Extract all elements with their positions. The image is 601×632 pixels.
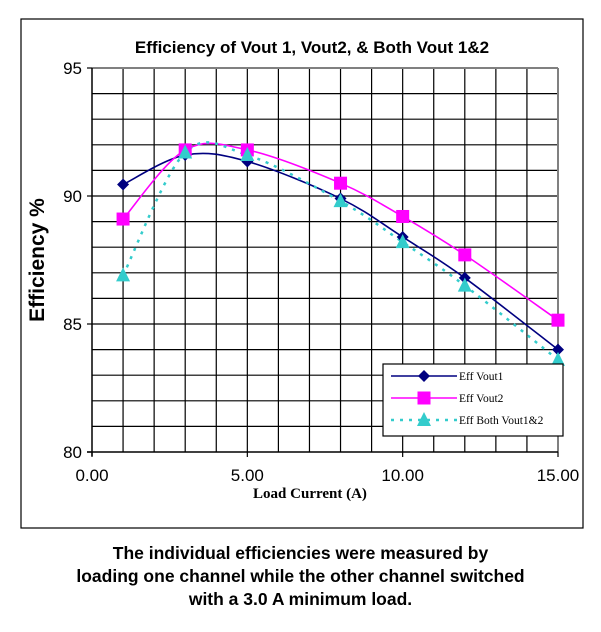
legend-label: Eff Vout2 — [459, 393, 504, 405]
data-point-square — [334, 176, 348, 190]
chart-frame — [20, 18, 584, 529]
data-point-triangle — [457, 277, 472, 292]
legend-marker-triangle — [417, 412, 431, 426]
series-markers — [116, 143, 565, 366]
axes — [87, 67, 559, 457]
data-point-triangle — [333, 193, 348, 208]
efficiency-chart: Efficiency of Vout 1, Vout2, & Both Vout… — [20, 18, 584, 529]
data-point-diamond — [117, 178, 130, 191]
legend-marker-diamond — [418, 370, 430, 382]
x-axis-label: Load Current (A) — [253, 486, 367, 502]
x-tick-label: 5.00 — [231, 466, 264, 485]
y-tick-label: 95 — [63, 59, 82, 78]
y-tick-label: 85 — [63, 315, 82, 334]
grid — [92, 68, 558, 452]
legend-label: Eff Vout1 — [459, 371, 504, 383]
chart-title: Efficiency of Vout 1, Vout2, & Both Vout… — [135, 38, 489, 57]
x-tick-label: 10.00 — [381, 466, 424, 485]
legend-label: Eff Both Vout1&2 — [459, 415, 544, 427]
legend-marker-square — [417, 391, 431, 405]
x-tick-labels: 0.00 5.00 10.00 15.00 — [75, 466, 579, 485]
caption-line-1: The individual efficiencies were measure… — [112, 543, 489, 563]
x-tick-label: 15.00 — [537, 466, 580, 485]
x-tick-label: 0.00 — [75, 466, 108, 485]
data-point-triangle — [395, 234, 410, 249]
y-tick-labels: 80 85 90 95 — [63, 59, 82, 462]
data-point-square — [551, 313, 565, 327]
data-point-square — [396, 209, 410, 223]
legend: Eff Vout1 Eff Vout2 Eff Both Vout1&2 — [382, 363, 564, 437]
data-point-triangle — [551, 351, 565, 366]
caption: The individual efficiencies were measure… — [0, 542, 601, 611]
caption-line-3: with a 3.0 A minimum load. — [188, 589, 413, 609]
data-point-diamond — [552, 343, 564, 356]
y-axis-label: Efficiency % — [26, 198, 49, 322]
data-point-square — [458, 248, 472, 262]
data-point-triangle — [116, 267, 131, 282]
caption-line-2: loading one channel while the other chan… — [76, 566, 525, 586]
data-point-square — [116, 212, 130, 226]
data-point-triangle — [240, 147, 255, 162]
y-tick-label: 90 — [63, 187, 82, 206]
y-tick-label: 80 — [63, 443, 82, 462]
data-point-triangle — [178, 144, 193, 159]
